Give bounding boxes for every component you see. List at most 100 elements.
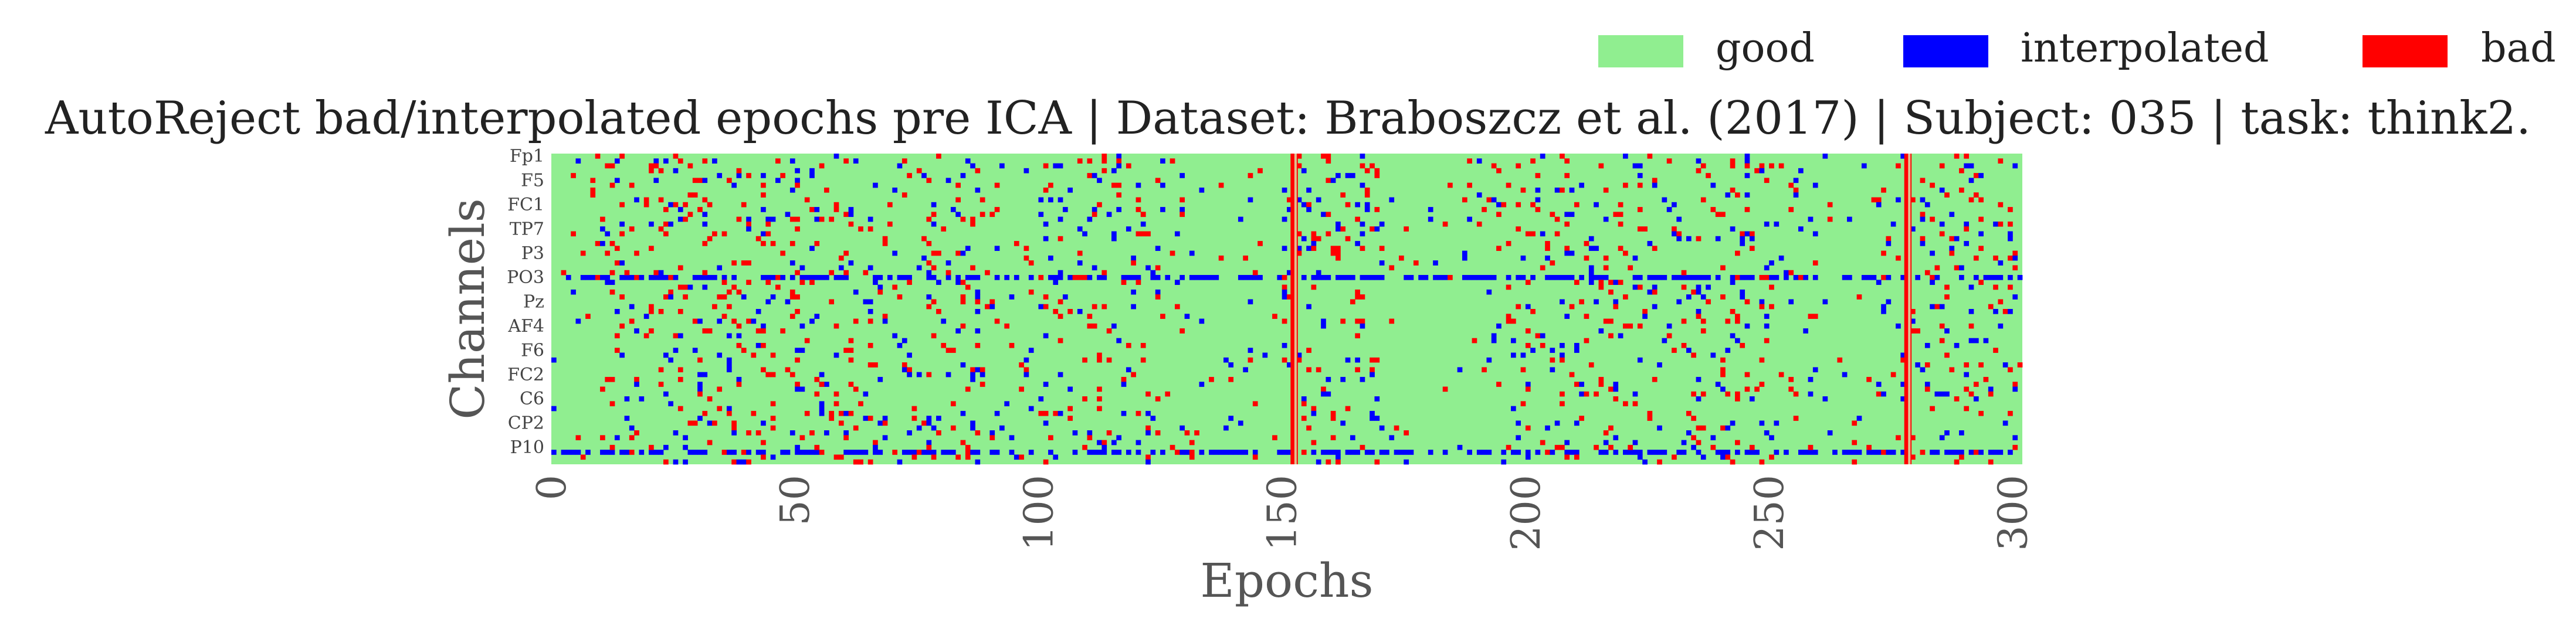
heatmap-cell-bad bbox=[717, 294, 723, 300]
heatmap-cell-interpolated bbox=[619, 221, 625, 227]
heatmap-cell-interpolated bbox=[1554, 420, 1560, 426]
heatmap-cell-bad bbox=[1564, 173, 1570, 178]
heatmap-cell-bad bbox=[1516, 226, 1521, 232]
heatmap-cell-bad bbox=[1496, 382, 1501, 387]
heatmap-cell-bad bbox=[863, 270, 869, 276]
heatmap-cell-interpolated bbox=[2017, 275, 2023, 280]
heatmap-cell-bad bbox=[746, 318, 751, 324]
heatmap-cell-interpolated bbox=[1657, 275, 1662, 280]
heatmap-cell-interpolated bbox=[1101, 450, 1107, 455]
heatmap-cell-interpolated bbox=[1672, 231, 1677, 237]
heatmap-cell-bad bbox=[1404, 226, 1409, 232]
heatmap-cell-interpolated bbox=[1418, 275, 1423, 280]
heatmap-cell-bad bbox=[985, 270, 990, 276]
heatmap-cell-interpolated bbox=[1934, 275, 1940, 280]
heatmap-cell-interpolated bbox=[668, 202, 674, 208]
heatmap-cell-interpolated bbox=[609, 280, 615, 285]
heatmap-cell-bad bbox=[1700, 318, 1706, 324]
heatmap-cell-bad bbox=[979, 212, 985, 217]
heatmap-cell-interpolated bbox=[1428, 216, 1433, 222]
heatmap-cell-bad bbox=[1808, 444, 1814, 450]
heatmap-cell-interpolated bbox=[1389, 197, 1395, 203]
heatmap-cell-bad bbox=[731, 284, 737, 290]
heatmap-cell-bad bbox=[1964, 406, 1970, 412]
heatmap-cell-interpolated bbox=[1306, 304, 1311, 310]
heatmap-cell-interpolated bbox=[1184, 314, 1190, 319]
heatmap-cell-bad bbox=[819, 450, 825, 455]
heatmap-cell-bad bbox=[1632, 401, 1638, 407]
heatmap-cell-interpolated bbox=[1360, 275, 1365, 280]
heatmap-cell-interpolated bbox=[882, 435, 888, 440]
heatmap-cell-interpolated bbox=[746, 226, 751, 232]
heatmap-cell-interpolated bbox=[785, 299, 791, 305]
heatmap-cell-bad bbox=[1306, 202, 1311, 208]
heatmap-cell-bad bbox=[1209, 376, 1214, 382]
heatmap-cell-bad bbox=[1730, 187, 1736, 193]
heatmap-cell-interpolated bbox=[1282, 342, 1287, 348]
heatmap-cell-interpolated bbox=[892, 187, 898, 193]
heatmap-cell-bad bbox=[1316, 236, 1321, 242]
heatmap-cell-bad bbox=[941, 226, 947, 232]
heatmap-cell-bad bbox=[683, 294, 688, 300]
heatmap-cell-bad bbox=[936, 154, 941, 159]
heatmap-cell-bad bbox=[1330, 250, 1336, 256]
heatmap-cell-interpolated bbox=[819, 372, 825, 378]
heatmap-cell-interpolated bbox=[1827, 430, 1833, 436]
heatmap-cell-bad bbox=[629, 318, 635, 324]
heatmap-cell-interpolated bbox=[1145, 430, 1151, 436]
heatmap-plot-area bbox=[551, 154, 2023, 465]
heatmap-cell-bad bbox=[1140, 342, 1146, 348]
heatmap-cell-interpolated bbox=[931, 275, 937, 280]
heatmap-cell-bad bbox=[945, 270, 951, 276]
heatmap-cell-bad bbox=[950, 348, 956, 353]
y-tick-label: AF4 bbox=[507, 316, 544, 337]
x-axis-label: Epochs bbox=[1200, 553, 1373, 608]
heatmap-cell-interpolated bbox=[1856, 450, 1862, 455]
heatmap-cell-bad bbox=[1920, 236, 1926, 242]
heatmap-cell-bad bbox=[1364, 187, 1370, 193]
heatmap-cell-interpolated bbox=[877, 275, 883, 280]
heatmap-cell-interpolated bbox=[921, 450, 927, 455]
heatmap-cell-bad bbox=[1954, 154, 1960, 159]
heatmap-cell-bad bbox=[1574, 454, 1580, 460]
heatmap-cell-bad bbox=[1525, 231, 1531, 237]
heatmap-cell-interpolated bbox=[1535, 187, 1541, 193]
heatmap-cell-bad bbox=[1706, 299, 1711, 305]
heatmap-cell-interpolated bbox=[1355, 202, 1360, 208]
heatmap-cell-interpolated bbox=[746, 450, 751, 455]
heatmap-cell-interpolated bbox=[1983, 275, 1989, 280]
heatmap-cell-interpolated bbox=[1808, 450, 1814, 455]
heatmap-cell-bad bbox=[1944, 284, 1950, 290]
heatmap-cell-interpolated bbox=[1920, 216, 1926, 222]
heatmap-cell-bad bbox=[1321, 154, 1326, 159]
heatmap-cell-bad bbox=[702, 197, 708, 203]
heatmap-cell-interpolated bbox=[1784, 450, 1789, 455]
heatmap-cell-bad bbox=[789, 314, 795, 319]
heatmap-cell-bad bbox=[1978, 362, 1984, 368]
heatmap-cell-interpolated bbox=[1370, 416, 1375, 421]
heatmap-cell-interpolated bbox=[1632, 255, 1638, 261]
heatmap-cell-bad bbox=[1968, 391, 1974, 397]
heatmap-cell-interpolated bbox=[1691, 275, 1696, 280]
heatmap-cell-bad bbox=[731, 318, 737, 324]
heatmap-cell-interpolated bbox=[1740, 236, 1745, 242]
heatmap-cell-interpolated bbox=[1896, 323, 1901, 329]
heatmap-cell-bad bbox=[590, 178, 596, 183]
heatmap-cell-bad bbox=[1754, 168, 1760, 174]
heatmap-cell-bad bbox=[658, 309, 664, 314]
heatmap-cell-bad bbox=[2008, 207, 2013, 212]
heatmap-cell-interpolated bbox=[1228, 362, 1234, 368]
heatmap-cell-bad bbox=[1330, 246, 1336, 251]
heatmap-cell-bad bbox=[1336, 255, 1341, 261]
heatmap-cell-bad bbox=[755, 328, 761, 334]
heatmap-cell-interpolated bbox=[1613, 280, 1619, 285]
heatmap-cell-bad bbox=[1637, 207, 1643, 212]
heatmap-cell-bad bbox=[1087, 158, 1093, 164]
heatmap-cell-interpolated bbox=[1598, 328, 1604, 334]
heatmap-cell-interpolated bbox=[629, 425, 635, 431]
heatmap-cell-bad bbox=[1248, 173, 1253, 178]
heatmap-cell-interpolated bbox=[1252, 275, 1258, 280]
heatmap-cell-interpolated bbox=[1890, 221, 1896, 227]
heatmap-cell-interpolated bbox=[1998, 323, 2004, 329]
heatmap-cell-interpolated bbox=[989, 450, 995, 455]
